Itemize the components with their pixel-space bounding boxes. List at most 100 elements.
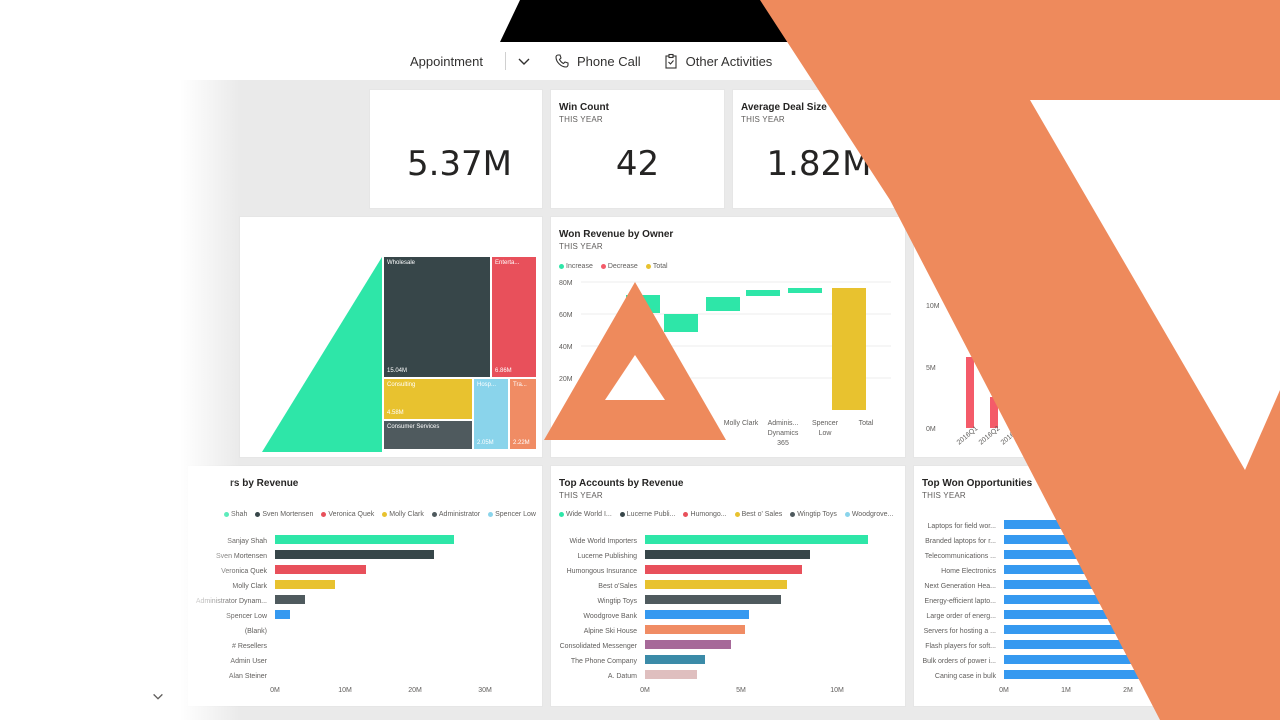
legend-item[interactable]: Increase — [559, 263, 593, 270]
bar-category-label: Alan Steiner — [228, 673, 267, 680]
bar[interactable] — [275, 565, 366, 574]
treemap-tile[interactable]: Enterta... 6.86M — [492, 257, 536, 377]
bar[interactable] — [645, 595, 782, 604]
more-dropdown-button[interactable] — [516, 53, 532, 69]
legend-item[interactable]: Sven Mortensen — [255, 511, 313, 518]
waterfall-bar[interactable] — [626, 295, 660, 313]
treemap-tile[interactable]: Wholesale 15.04M — [384, 257, 490, 377]
legend-label: Decrease — [607, 263, 638, 270]
bar[interactable] — [645, 640, 732, 649]
legend-item[interactable]: Total — [645, 263, 668, 270]
accounts-subtitle: THIS YEAR — [559, 491, 603, 500]
revenue-by-industry-card[interactable]: Wholesale 15.04M Enterta... 6.86M Consulting… — [240, 217, 542, 457]
bar-category-label: Home Electronics — [941, 568, 996, 575]
legend-item[interactable]: Spencer Low — [488, 511, 536, 518]
bar-category-label: # Resellers — [231, 643, 267, 650]
legend-item[interactable]: Molly Clark — [382, 511, 424, 518]
bar[interactable] — [645, 670, 697, 679]
treemap-tile-value: 4.58M — [387, 410, 404, 416]
bar-category-label: Lucerne Publishing — [577, 553, 637, 560]
top-accounts-card[interactable]: Top Accounts by Revenue THIS YEAR Wide W… — [551, 466, 905, 706]
chevron-down-icon — [518, 58, 530, 65]
legend-dot — [488, 511, 494, 517]
toolbar-separator — [505, 52, 506, 70]
bar-category-label: Caning case in bulk — [934, 673, 996, 680]
revenue-kpi-card[interactable]: 5.37M — [370, 90, 542, 208]
avg-deal-card[interactable]: Average Deal Size THIS YEAR 1.82M — [733, 90, 905, 208]
clipboard-icon — [665, 53, 677, 69]
bar[interactable] — [1004, 640, 1244, 649]
treemap-tile[interactable]: Consulting 4.58M — [384, 379, 472, 419]
waterfall-chart: 80M 60M 40M 20M Molly Clark Adminis... Dynamic… — [559, 280, 891, 447]
bar[interactable] — [645, 625, 745, 634]
bar-category-label: Wingtip Toys — [597, 598, 637, 605]
other-activities-button[interactable]: Other Activities — [663, 53, 772, 69]
won-revenue-by-owner-card[interactable]: Won Revenue by Owner THIS YEAR Increase D… — [551, 217, 905, 457]
legend-item[interactable]: Lucerne Publi... — [619, 511, 676, 518]
legend-item[interactable]: Veronica Quek — [321, 511, 374, 518]
scroll-down-button[interactable] — [148, 690, 168, 710]
revenue-trend-card[interactable]: 10M 5M 0M 2016Q1 2016Q2 2016Q3 — [914, 217, 1280, 457]
waterfall-bar[interactable] — [746, 290, 780, 296]
x-tick-label: Total — [859, 420, 874, 427]
legend-item[interactable]: Wide World I... — [559, 511, 612, 518]
legend-item[interactable]: Decrease — [600, 263, 638, 270]
win-count-card[interactable]: Win Count THIS YEAR 42 — [551, 90, 724, 208]
bar[interactable] — [275, 595, 306, 604]
legend-dot — [431, 511, 437, 517]
treemap-tile-label: Tra... — [513, 382, 527, 388]
bar[interactable] — [275, 580, 335, 589]
appointment-button[interactable]: Appointment — [410, 54, 483, 69]
bar[interactable] — [645, 535, 868, 544]
y-tick-label: 10M — [926, 303, 940, 310]
bar[interactable] — [1004, 535, 1244, 544]
waterfall-bar[interactable] — [788, 288, 822, 293]
bar[interactable] — [275, 550, 434, 559]
treemap-tile[interactable]: Hosp... 2.05M — [474, 379, 508, 449]
legend-label: Humongo... — [690, 511, 727, 518]
bar[interactable] — [645, 550, 811, 559]
bar[interactable] — [1004, 625, 1244, 634]
waterfall-bar[interactable] — [664, 314, 698, 332]
revenue-kpi-value: 5.37M — [406, 144, 512, 184]
appointment-label: Appointment — [410, 53, 483, 69]
win-count-subtitle: THIS YEAR — [559, 115, 603, 124]
bar-category-label: Admin User — [230, 658, 267, 665]
waterfall-bar[interactable] — [832, 288, 866, 410]
x-tick-label: 2016Q2 — [978, 425, 1002, 446]
bar[interactable] — [275, 535, 454, 544]
bar[interactable] — [1004, 580, 1244, 589]
bar[interactable] — [1004, 670, 1244, 679]
avg-deal-value: 1.82M — [766, 144, 872, 184]
phone-call-button[interactable]: Phone Call — [554, 53, 641, 69]
bar[interactable] — [1004, 595, 1244, 604]
legend-label: Molly Clark — [389, 511, 424, 518]
bar[interactable] — [645, 580, 788, 589]
legend-label: Wide World I... — [566, 511, 612, 518]
bar-category-label: Next Generation Hea... — [924, 583, 996, 590]
bar[interactable] — [275, 610, 291, 619]
legend-label: Lucerne Publi... — [626, 511, 676, 518]
treemap-tile-label: Consulting — [387, 382, 416, 388]
bar[interactable] — [645, 655, 705, 664]
top-won-opportunities-card[interactable]: Top Won Opportunities THIS YEAR Laptops … — [914, 466, 1280, 706]
y-tick-label: 0M — [926, 426, 936, 433]
treemap-tile[interactable]: Consumer Services — [384, 421, 472, 449]
bar[interactable] — [1004, 655, 1244, 664]
bar[interactable] — [1004, 550, 1244, 559]
legend-item[interactable]: Administrator — [431, 511, 480, 518]
trend-bar[interactable] — [966, 357, 974, 428]
bar[interactable] — [645, 565, 803, 574]
bar[interactable] — [1004, 565, 1244, 574]
waterfall-bar[interactable] — [706, 297, 740, 311]
legend-item[interactable]: Humongo... — [683, 511, 727, 518]
treemap-tile[interactable]: Tra... 2.22M — [510, 379, 536, 449]
bar[interactable] — [645, 610, 749, 619]
bar[interactable] — [1004, 520, 1244, 529]
trend-bar[interactable] — [990, 397, 998, 428]
avg-deal-title: Average Deal Size — [741, 102, 827, 113]
bar-category-label: Best o'Sales — [598, 583, 637, 590]
bar[interactable] — [1004, 610, 1244, 619]
